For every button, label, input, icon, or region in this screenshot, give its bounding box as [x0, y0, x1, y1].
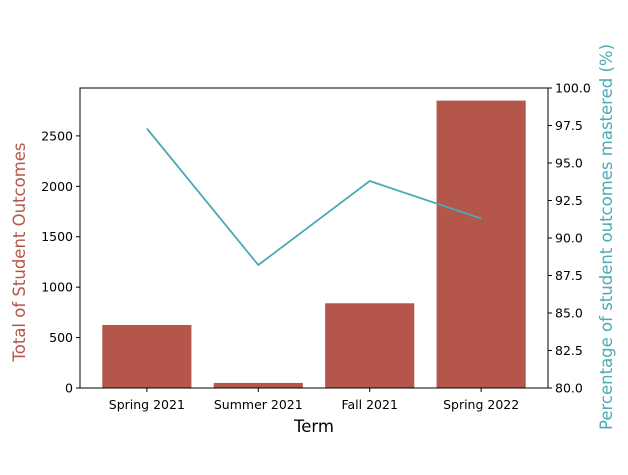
right-tick-label: 85.0: [555, 306, 583, 321]
right-tick-label: 100.0: [555, 81, 591, 96]
mastery-line: [146, 127, 482, 266]
x-axis: Spring 2021 Summer 2021 Fall 2021 Spring 20…: [109, 388, 519, 412]
x-tick-label: Fall 2021: [341, 397, 397, 412]
right-tick-label: 95.0: [555, 156, 583, 171]
bar-spring-2022: [436, 100, 526, 389]
left-y-axis: 0 500 1000 1500 2000 2500: [41, 128, 80, 396]
x-tick-label: Summer 2021: [214, 397, 303, 412]
right-y-axis: 80.0 82.5 85.0 87.5 90.0 92.5 95.0 97.5 100.0: [548, 81, 591, 396]
left-y-axis-title: Total of Student Outcomes: [10, 142, 29, 362]
right-y-axis-title: Percentage of student outcomes mastered …: [597, 44, 616, 430]
left-tick-label: 1000: [41, 280, 73, 295]
right-tick-label: 92.5: [555, 193, 583, 208]
x-tick-label: Spring 2022: [443, 397, 519, 412]
bar-fall-2021: [325, 303, 415, 388]
line-series: [146, 127, 482, 266]
right-tick-label: 87.5: [555, 268, 583, 283]
left-tick-label: 2000: [41, 179, 73, 194]
right-tick-label: 90.0: [555, 231, 583, 246]
left-tick-label: 1500: [41, 229, 73, 244]
right-tick-label: 80.0: [555, 381, 583, 396]
x-tick-label: Spring 2021: [109, 397, 185, 412]
bar-series: [102, 100, 526, 389]
left-tick-label: 0: [65, 381, 73, 396]
right-tick-label: 97.5: [555, 118, 583, 133]
left-tick-label: 500: [49, 330, 73, 345]
bar-spring-2021: [102, 324, 192, 388]
x-axis-title: Term: [293, 417, 334, 436]
right-tick-label: 82.5: [555, 343, 583, 358]
bar-summer-2021: [213, 382, 303, 388]
left-tick-label: 2500: [41, 128, 73, 143]
